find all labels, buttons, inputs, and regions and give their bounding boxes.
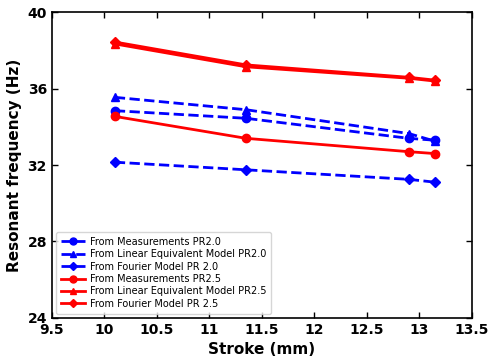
Y-axis label: Resonant frequency (Hz): Resonant frequency (Hz): [7, 58, 22, 272]
Legend: From Measurements PR2.0, From Linear Equivalent Model PR2.0, From Fourier Model : From Measurements PR2.0, From Linear Equ…: [56, 232, 271, 314]
X-axis label: Stroke (mm): Stroke (mm): [208, 342, 315, 357]
